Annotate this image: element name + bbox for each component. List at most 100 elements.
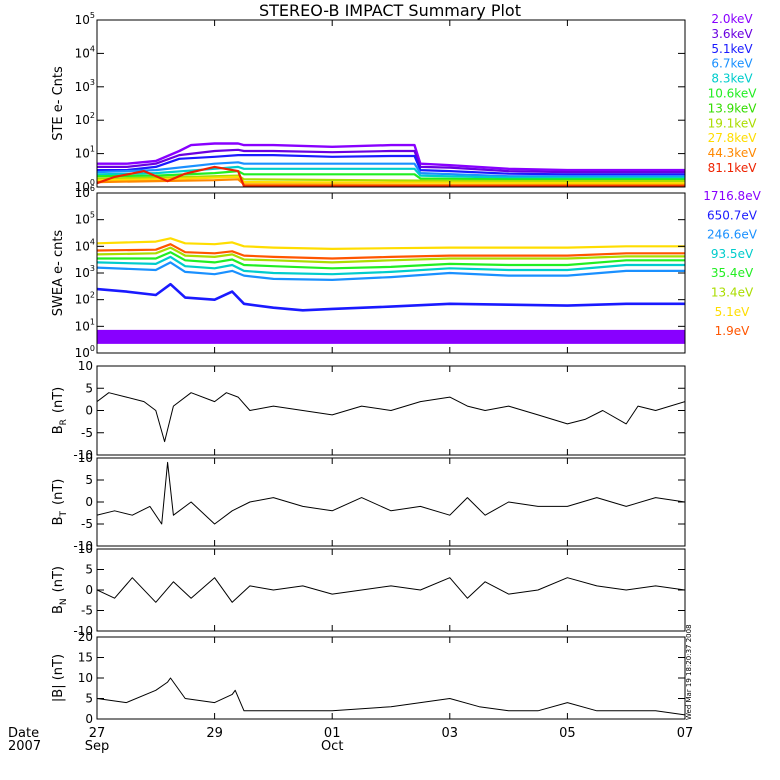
series-group [97, 577, 685, 603]
legend-entry: 1716.8eV [703, 189, 761, 203]
y-tick-label: 0 [85, 583, 93, 597]
y-tick-label: 105 [75, 211, 95, 227]
year-label: 2007 [8, 739, 41, 754]
y-axis-label: STE e- Cnts [51, 66, 66, 141]
panel-4: -10 -5 0 5 10 BT(nT) [51, 451, 686, 553]
y-tick-label: 102 [75, 111, 95, 127]
x-tick-sublabel: Oct [321, 739, 343, 754]
y-tick-label: 105 [75, 11, 95, 27]
series-line-3 [97, 246, 685, 264]
x-tick-label: 07 [677, 726, 694, 741]
legend-entry: 246.6eV [707, 228, 758, 242]
legend-entry: 93.5eV [711, 247, 754, 261]
series-line-8 [97, 175, 685, 185]
legend-entry: 5.1eV [715, 305, 750, 319]
series-line-4 [97, 251, 685, 270]
panel-frame [96, 548, 686, 632]
y-axis-label: SWEA e- cnts [51, 230, 66, 317]
panel-2: 100 101 102 103 104 105 106 SWEA e- cnts 1716.8e… [51, 184, 762, 360]
y-tick-label: 106 [75, 184, 95, 200]
y-tick-label: 20 [78, 630, 93, 644]
series-group [97, 237, 685, 344]
series-line-4 [97, 161, 685, 178]
series-line-3 [97, 154, 685, 176]
y-tick-label: 104 [75, 44, 95, 60]
x-tick-label: 01 [324, 726, 341, 741]
x-tick-label: 03 [442, 726, 459, 741]
series-line-1 [97, 677, 685, 716]
series-group [97, 392, 685, 443]
x-tick-label: 05 [559, 726, 576, 741]
y-axis-label: BT(nT) [51, 479, 69, 526]
y-tick-label: -5 [81, 426, 93, 440]
series-line-7 [97, 282, 685, 312]
panel-3: -10 -5 0 5 10 BR(nT) [51, 359, 686, 462]
legend-entry: 13.4eV [711, 286, 754, 300]
series-line-1 [97, 237, 685, 250]
legend-entry: 81.1keV [708, 161, 758, 175]
y-tick-label: -10 [73, 539, 93, 553]
y-tick-label: 5 [85, 381, 93, 395]
y-tick-label: 0 [85, 404, 93, 418]
y-tick-label: -5 [81, 604, 93, 618]
y-tick-label: -10 [73, 624, 93, 638]
series-line-2 [97, 243, 685, 260]
series-line-1 [97, 142, 685, 172]
legend-entry: 8.3keV [711, 72, 753, 86]
legend-entry: 35.4eV [711, 266, 754, 280]
y-axis-label: BN(nT) [51, 566, 69, 614]
series-group [97, 142, 685, 187]
series-line-2 [97, 148, 685, 174]
panel-frame [96, 19, 686, 188]
y-tick-label: -10 [73, 448, 93, 462]
legend-entry: 1.9eV [715, 324, 750, 338]
y-tick-label: 10 [78, 671, 93, 685]
x-tick-label: 29 [206, 726, 223, 741]
x-tick-sublabel: Sep [85, 739, 110, 754]
y-tick-label: 104 [75, 237, 95, 253]
legend-entry: 2.0keV [711, 12, 753, 26]
legend-entry: 19.1keV [708, 116, 758, 130]
y-tick-label: 15 [78, 651, 93, 665]
series-line-1 [97, 461, 685, 525]
series-line-6 [97, 261, 685, 281]
y-axis-label: BR(nT) [51, 387, 69, 435]
series-line-9 [97, 178, 685, 187]
panel-frame [96, 457, 686, 547]
legend-entry: 650.7eV [707, 208, 758, 222]
panel-6: 0 5 10 15 20 |B| (nT) [51, 630, 686, 726]
series-line-5 [97, 255, 685, 276]
y-tick-label: 5 [85, 563, 93, 577]
series-line-1 [97, 392, 685, 443]
series-group [97, 677, 685, 716]
legend-entry: 10.6keV [708, 87, 758, 101]
y-tick-label: 10 [78, 359, 93, 373]
legend-entry: 27.8keV [708, 131, 758, 145]
series-line-1 [97, 577, 685, 603]
series-line-10 [97, 165, 685, 187]
y-tick-label: 5 [85, 692, 93, 706]
y-tick-label: -5 [81, 517, 93, 531]
y-tick-label: 5 [85, 473, 93, 487]
legend-entry: 13.9keV [708, 101, 758, 115]
series-line-5 [97, 165, 685, 179]
y-tick-label: 103 [75, 264, 95, 280]
y-tick-label: 100 [75, 344, 95, 360]
y-tick-label: 0 [85, 712, 93, 726]
y-tick-label: 100 [75, 178, 95, 194]
x-tick-label: 27 [89, 726, 106, 741]
y-tick-label: 102 [75, 291, 95, 307]
date-label: Date [8, 726, 39, 741]
legend-entry: 3.6keV [711, 27, 753, 41]
timestamp: Wed Mar 19 18:20:37 2008 [685, 624, 693, 720]
legend-entry: 44.3keV [708, 146, 758, 160]
plot-title: STEREO-B IMPACT Summary Plot [259, 1, 521, 20]
y-axis-label: |B| (nT) [51, 654, 66, 702]
y-tick-label: 0 [85, 495, 93, 509]
y-tick-label: 103 [75, 78, 95, 94]
panel-5: -10 -5 0 5 10 BN(nT) [51, 542, 686, 638]
series-group [97, 461, 685, 525]
